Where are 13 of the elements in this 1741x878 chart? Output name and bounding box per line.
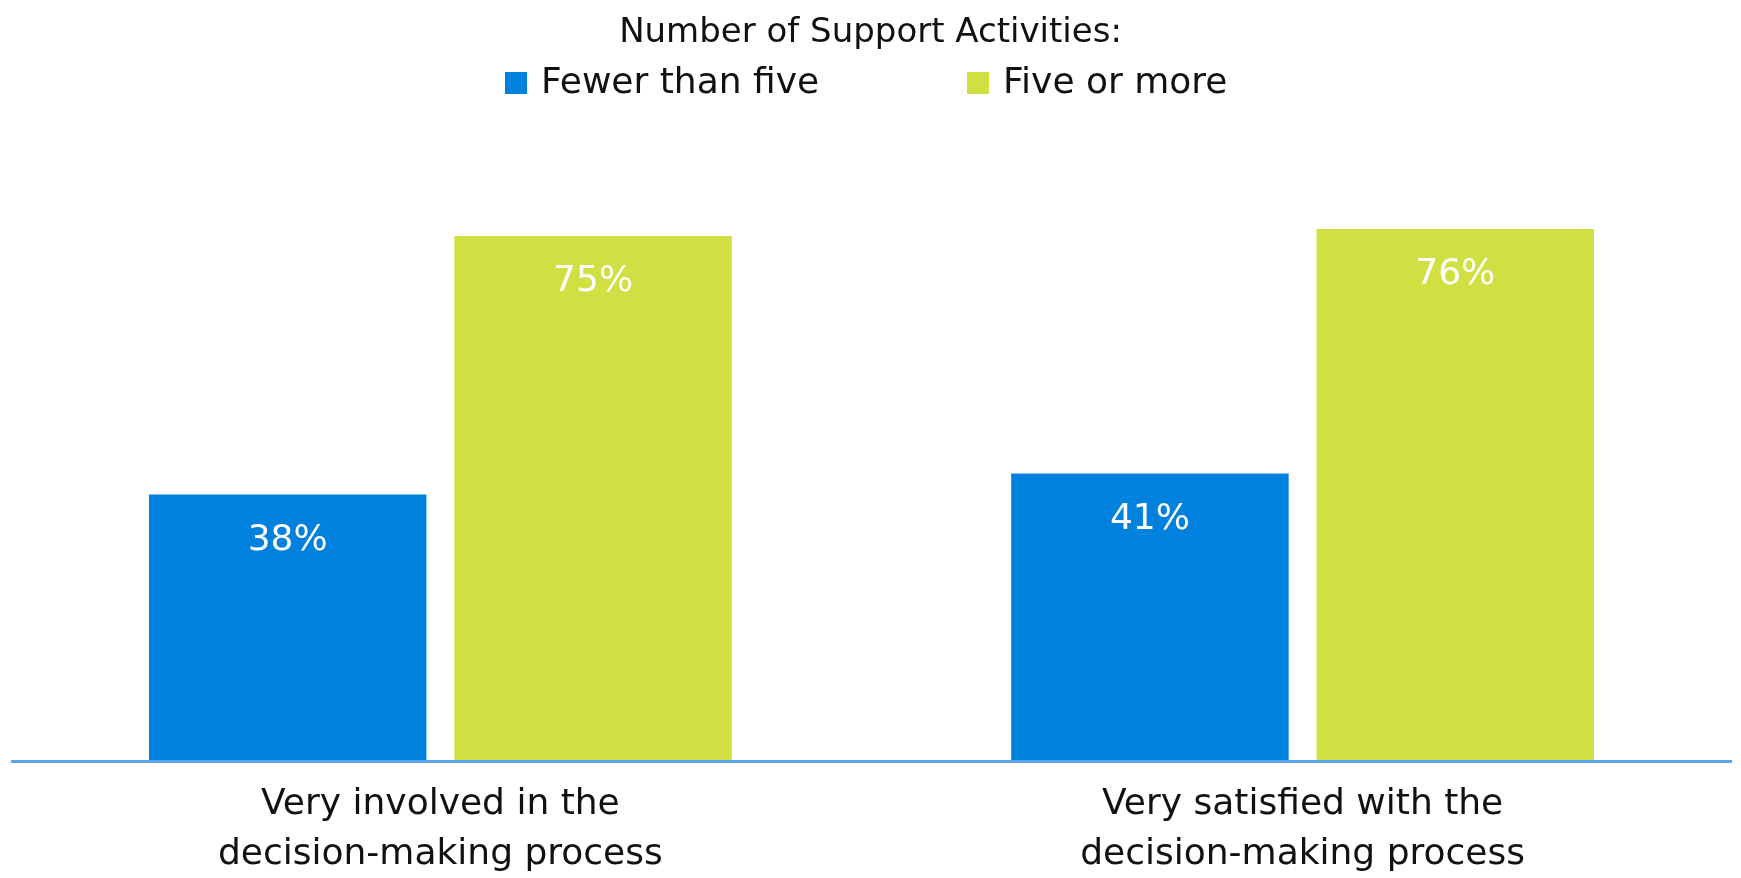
bar (454, 235, 732, 760)
data-label: 75% (553, 257, 634, 299)
x-tick-label: Very involved in the decision-making process (217, 781, 663, 872)
data-label: 76% (1415, 251, 1496, 292)
data-label: 41% (1109, 495, 1190, 537)
data-label: 38% (247, 516, 328, 558)
legend-title: Number of Support Activities: (619, 10, 1122, 50)
bar (1011, 473, 1289, 760)
legend-label: Fewer than five (541, 60, 820, 101)
bar (148, 494, 427, 760)
bar (1316, 229, 1595, 760)
legend-label: Five or more (1003, 60, 1228, 101)
x-tick-label: Very satisfied with the decision-making process (1080, 781, 1526, 872)
